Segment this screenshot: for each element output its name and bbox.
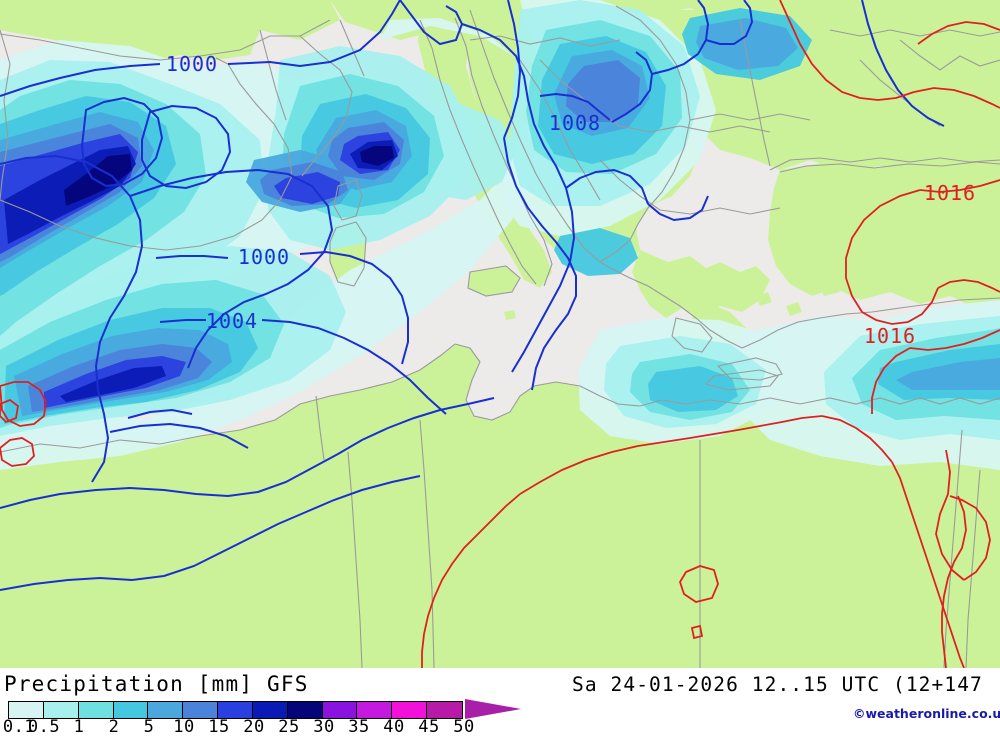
color-swatch-6: [218, 702, 253, 718]
map-footer: Precipitation [mm] GFS Sa 24-01-2026 12.…: [0, 668, 1000, 737]
isobar-label-1000-north: 1000: [166, 52, 218, 76]
isobar-label-1016-turkey: 1016: [864, 324, 916, 348]
copyright-label: ©weatheronline.co.uk: [853, 706, 1000, 721]
scale-tick-0p5: 0.5: [27, 717, 61, 737]
isobar-label-1008: 1008: [549, 111, 601, 135]
scale-tick-50: 50: [453, 717, 475, 737]
scale-tick-2: 2: [108, 717, 120, 737]
scale-tick-20: 20: [243, 717, 265, 737]
isobars-high: [0, 0, 1000, 668]
color-swatch-8: [287, 702, 323, 718]
color-scale-swatches: [8, 701, 463, 719]
scale-tick-45: 45: [418, 717, 440, 737]
isobars-low: [0, 0, 945, 591]
isobar-label-1000-mid: 1000: [238, 245, 290, 269]
color-swatch-11: [392, 702, 428, 718]
color-swatch-12: [427, 702, 462, 718]
footer-datetime: Sa 24-01-2026 12..15 UTC (12+147: [572, 673, 983, 696]
color-swatch-2: [78, 702, 114, 718]
scale-tick-10: 10: [173, 717, 195, 737]
scale-tick-0p1: 0.1: [2, 717, 36, 737]
color-scale-tick-labels: 0.1 0.5 1 2 5 10 15 20 25 30 35 40 45 50: [0, 717, 540, 737]
scale-tick-40: 40: [383, 717, 405, 737]
precipitation-map[interactable]: 1000 1008 1000 1004 1016 1016: [0, 0, 1000, 668]
color-swatch-9: [322, 702, 358, 718]
color-swatch-0: [9, 702, 44, 718]
color-swatch-5: [183, 702, 219, 718]
isobar-label-1016-ne: 1016: [924, 181, 976, 205]
color-swatch-10: [357, 702, 393, 718]
scale-tick-35: 35: [348, 717, 370, 737]
scale-tick-5: 5: [143, 717, 155, 737]
precipitation-color-scale[interactable]: [8, 701, 463, 719]
color-swatch-7: [252, 702, 288, 718]
color-scale-overflow-arrow: [465, 699, 521, 719]
scale-tick-15: 15: [208, 717, 230, 737]
isobar-labels: 1000 1008 1000 1004 1016 1016: [166, 52, 976, 348]
footer-title: Precipitation [mm] GFS: [4, 672, 309, 696]
isobar-label-1004: 1004: [206, 309, 258, 333]
color-swatch-4: [148, 702, 184, 718]
precip-band-25: [64, 146, 394, 206]
scale-tick-1: 1: [73, 717, 85, 737]
scale-tick-25: 25: [278, 717, 300, 737]
color-swatch-3: [113, 702, 149, 718]
color-swatch-1: [43, 702, 79, 718]
scale-tick-30: 30: [313, 717, 335, 737]
